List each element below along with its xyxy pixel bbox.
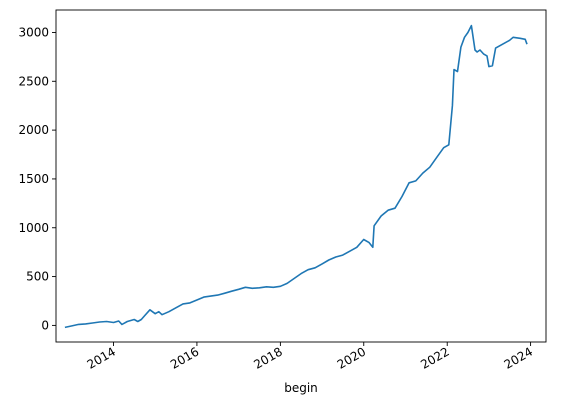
y-tick-label: 500 [26, 270, 49, 284]
y-axis: 0 500 1000 1500 2000 2500 3000 [18, 25, 56, 332]
y-tick-label: 2500 [18, 74, 49, 88]
plot-area [55, 9, 547, 343]
y-tick-label: 1500 [18, 172, 49, 186]
y-tick-label: 3000 [18, 25, 49, 39]
y-tick-label: 1000 [18, 221, 49, 235]
plot-frame [55, 9, 547, 343]
x-axis-label: begin [284, 381, 318, 395]
series-line-0 [64, 24, 528, 329]
y-tick-label: 2000 [18, 123, 49, 137]
y-tick-label: 0 [41, 318, 49, 332]
